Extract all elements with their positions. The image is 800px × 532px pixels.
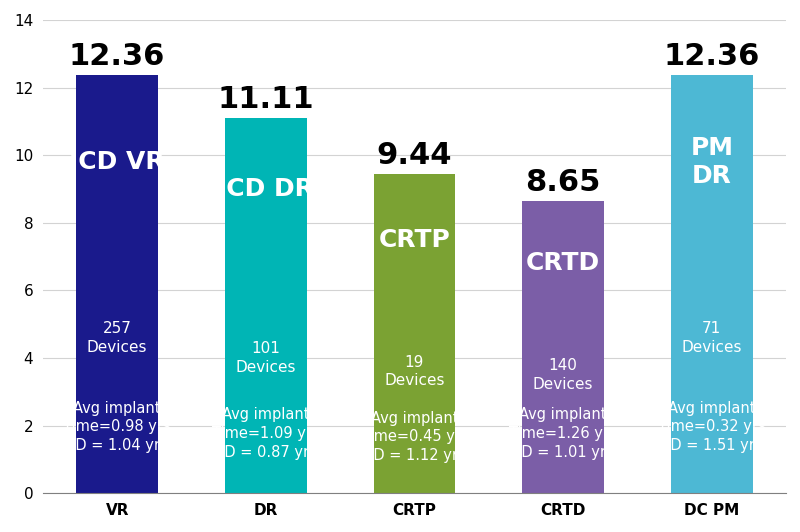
Text: Avg implant
Time=1.26 yrs
SD = 1.01 yrs: Avg implant Time=1.26 yrs SD = 1.01 yrs — [510, 408, 617, 460]
Text: ICD VR: ICD VR — [70, 150, 165, 174]
Text: Avg implant
Time=1.09 yrs
SD = 0.87 yrs: Avg implant Time=1.09 yrs SD = 0.87 yrs — [212, 408, 320, 460]
Text: CRTP: CRTP — [378, 228, 450, 252]
Text: Avg implant
Time=0.98 yrs
SD = 1.04 yrs: Avg implant Time=0.98 yrs SD = 1.04 yrs — [63, 401, 171, 453]
Text: PM
DR: PM DR — [690, 136, 734, 188]
Bar — [671, 76, 753, 493]
Bar — [522, 201, 604, 493]
Text: 8.65: 8.65 — [526, 168, 601, 197]
Text: 12.36: 12.36 — [663, 43, 760, 71]
Text: 101
Devices: 101 Devices — [235, 342, 296, 375]
Text: 140
Devices: 140 Devices — [533, 358, 594, 392]
Text: Avg implant
Time=0.45 yrs
SD = 1.12 yrs: Avg implant Time=0.45 yrs SD = 1.12 yrs — [361, 411, 468, 463]
Text: CRTD: CRTD — [526, 252, 600, 276]
Text: 257
Devices: 257 Devices — [87, 321, 147, 355]
Text: ICD DR: ICD DR — [218, 177, 314, 201]
Text: 12.36: 12.36 — [69, 43, 166, 71]
Bar — [225, 118, 306, 493]
Text: 19
Devices: 19 Devices — [384, 355, 445, 388]
Text: 71
Devices: 71 Devices — [682, 321, 742, 355]
Text: Avg implant
Time=0.32 yrs
SD = 1.51 yrs: Avg implant Time=0.32 yrs SD = 1.51 yrs — [658, 401, 766, 453]
Bar — [76, 76, 158, 493]
Bar — [374, 174, 455, 493]
Text: 9.44: 9.44 — [377, 141, 452, 170]
Text: 11.11: 11.11 — [218, 85, 314, 113]
